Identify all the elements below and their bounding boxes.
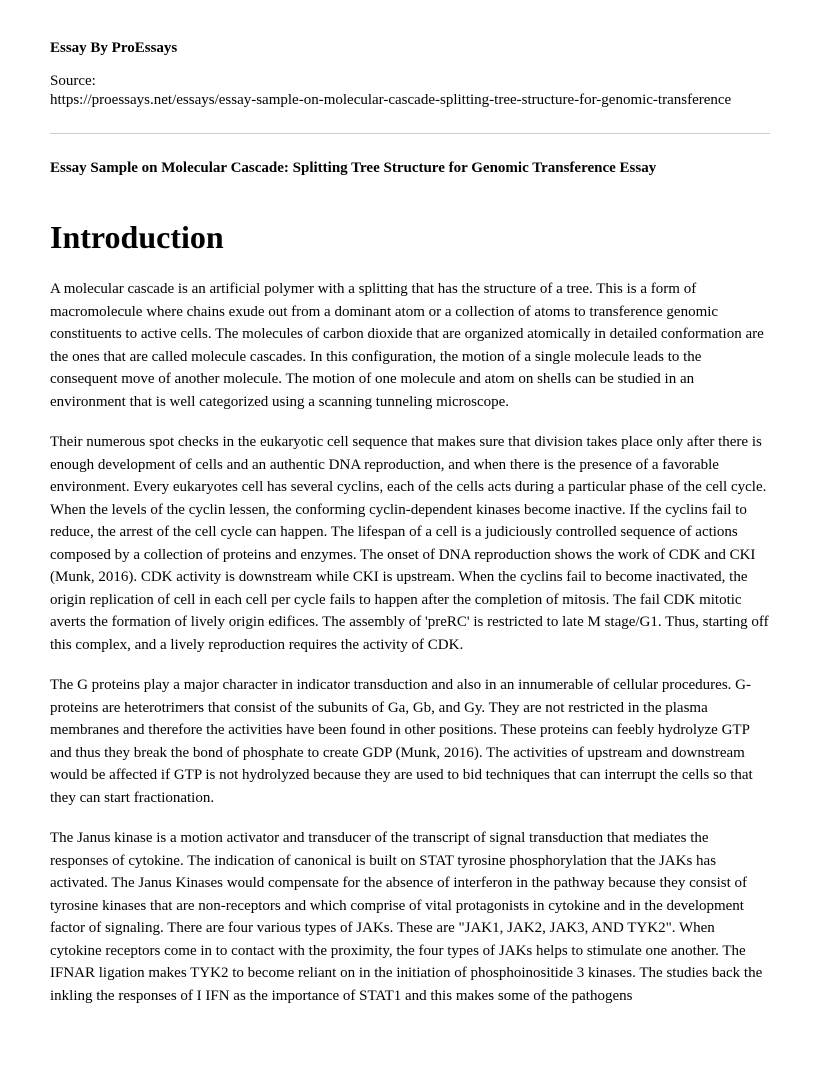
paragraph-2: Their numerous spot checks in the eukary…	[50, 431, 770, 656]
author-line: Essay By ProEssays	[50, 40, 770, 57]
divider	[50, 133, 770, 134]
paragraph-3: The G proteins play a major character in…	[50, 674, 770, 809]
essay-title: Essay Sample on Molecular Cascade: Split…	[50, 158, 770, 179]
source-url: https://proessays.net/essays/essay-sampl…	[50, 92, 770, 109]
paragraph-1: A molecular cascade is an artificial pol…	[50, 278, 770, 413]
paragraph-4: The Janus kinase is a motion activator a…	[50, 827, 770, 1007]
source-label: Source:	[50, 73, 770, 90]
section-heading: Introduction	[50, 219, 770, 256]
